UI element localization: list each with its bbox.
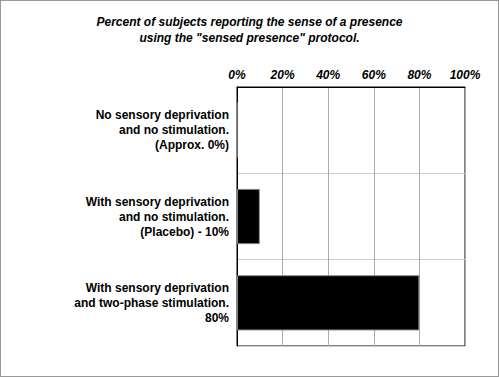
svg-text:No sensory deprivation: No sensory deprivation (96, 108, 229, 122)
svg-text:60%: 60% (362, 68, 386, 82)
svg-text:(Approx. 0%): (Approx. 0%) (155, 138, 229, 152)
svg-text:20%: 20% (270, 68, 295, 82)
svg-text:40%: 40% (315, 68, 340, 82)
svg-text:0%: 0% (228, 68, 246, 82)
svg-text:and no stimulation.: and no stimulation. (119, 123, 229, 137)
svg-text:(Placebo) - 10%: (Placebo) - 10% (140, 225, 229, 239)
svg-text:With sensory deprivation: With sensory deprivation (86, 195, 229, 209)
svg-text:80%: 80% (407, 68, 431, 82)
svg-text:100%: 100% (450, 68, 481, 82)
svg-text:and two-phase stimulation.: and two-phase stimulation. (74, 296, 229, 310)
svg-text:Percent of subjects reporting: Percent of subjects reporting the sense … (96, 15, 402, 29)
svg-text:using the "sensed presence" pr: using the "sensed presence" protocol. (139, 31, 359, 45)
svg-text:80%: 80% (205, 311, 229, 325)
svg-text:and no stimulation.: and no stimulation. (119, 210, 229, 224)
svg-text:With sensory deprivation: With sensory deprivation (86, 281, 229, 295)
